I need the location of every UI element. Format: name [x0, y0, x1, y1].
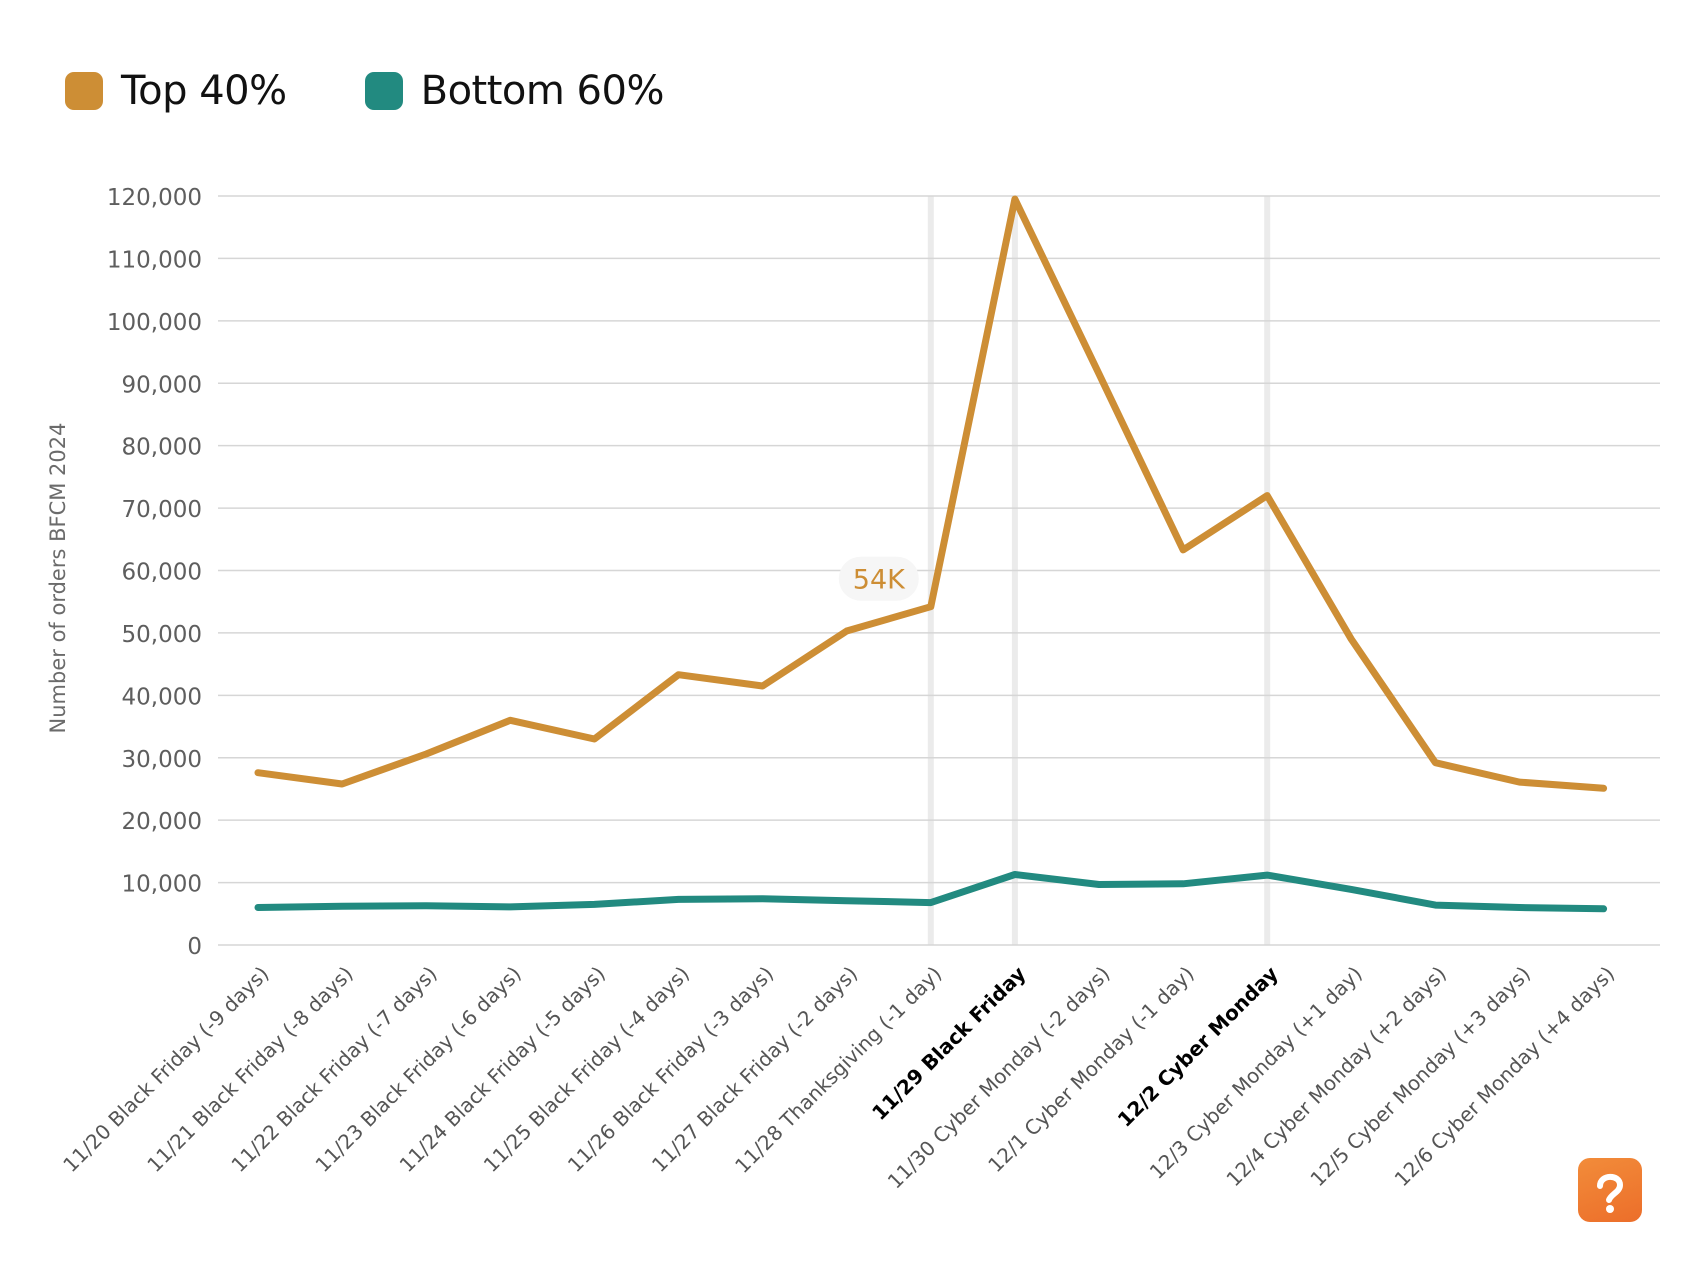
legend-swatch-bottom-60 — [364, 72, 403, 110]
y-axis-label: Number of orders BFCM 2024 — [46, 423, 70, 734]
series-line-top-40 — [254, 195, 1608, 792]
legend-item-bottom-60[interactable]: Bottom 60% — [364, 68, 665, 114]
x-tick-label: 11/29 Black Friday — [867, 962, 1030, 1125]
legend-item-top-40[interactable]: Top 40% — [65, 68, 287, 114]
series-line-bottom-60 — [254, 871, 1608, 913]
y-tick-label: 80,000 — [122, 435, 202, 461]
y-tick-label: 50,000 — [122, 622, 202, 648]
y-tick-label: 60,000 — [122, 560, 202, 586]
legend-swatch-top-40 — [65, 72, 103, 110]
annotation-label: 54K — [853, 565, 906, 596]
legend-label-bottom-60: Bottom 60% — [420, 68, 665, 114]
y-tick-label: 30,000 — [122, 747, 202, 773]
y-tick-label: 110,000 — [107, 247, 202, 273]
y-tick-label: 100,000 — [107, 310, 202, 336]
legend-label-top-40: Top 40% — [121, 68, 287, 114]
legend: Top 40% Bottom 60% — [65, 68, 742, 114]
brand-logo-icon — [1578, 1158, 1642, 1222]
y-tick-label: 40,000 — [122, 684, 202, 710]
y-tick-label: 0 — [187, 934, 202, 960]
y-tick-label: 90,000 — [122, 372, 202, 398]
y-tick-label: 70,000 — [122, 497, 202, 523]
x-tick-label: 12/2 Cyber Monday — [1113, 962, 1283, 1132]
annotation-badge — [838, 556, 919, 601]
y-tick-label: 120,000 — [107, 185, 202, 211]
y-tick-label: 10,000 — [122, 872, 202, 898]
y-tick-label: 20,000 — [122, 809, 202, 835]
